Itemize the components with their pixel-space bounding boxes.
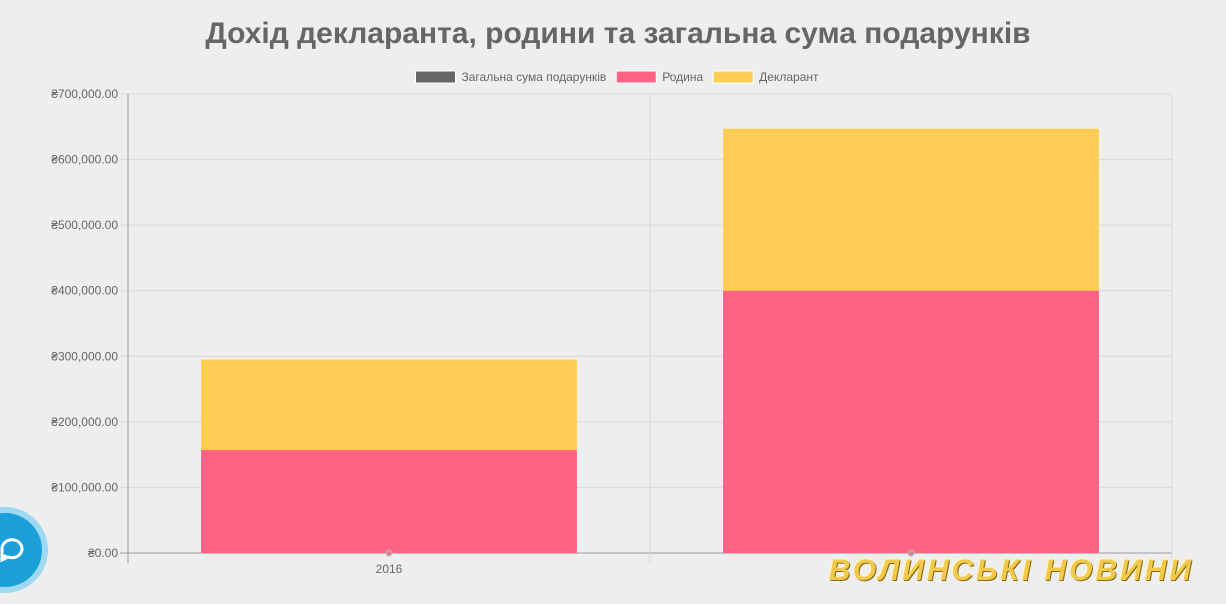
y-tick-label: ₴200,000.00 — [51, 415, 118, 429]
legend-label: Декларант — [759, 70, 819, 84]
series-point — [385, 549, 393, 557]
y-tick-label: ₴700,000.00 — [51, 87, 118, 101]
y-tick-label: ₴500,000.00 — [51, 218, 118, 232]
bar-segment — [201, 359, 577, 451]
chat-bubble-icon — [0, 538, 24, 563]
bar-segment — [723, 290, 1099, 553]
legend-label: Родина — [662, 70, 703, 84]
y-tick-label: ₴400,000.00 — [51, 284, 118, 298]
x-tick-label: 2016 — [376, 562, 403, 576]
y-tick-label: ₴600,000.00 — [51, 153, 118, 167]
legend-swatch — [712, 70, 754, 84]
bar-segment — [201, 450, 577, 553]
y-tick-label: ₴100,000.00 — [51, 480, 118, 494]
y-tick-label: ₴0.00 — [88, 546, 118, 560]
chart-title: Дохід декларанта, родини та загальна сум… — [205, 17, 1031, 50]
legend-label: Загальна сума подарунків — [461, 70, 606, 84]
series-point — [907, 549, 915, 557]
watermark-logo: ВОЛИНСЬКІ НОВИНИ — [828, 554, 1194, 587]
legend-swatch — [615, 70, 657, 84]
y-tick-label: ₴300,000.00 — [51, 349, 118, 363]
legend-swatch — [414, 70, 456, 84]
bar-segment — [723, 128, 1099, 291]
